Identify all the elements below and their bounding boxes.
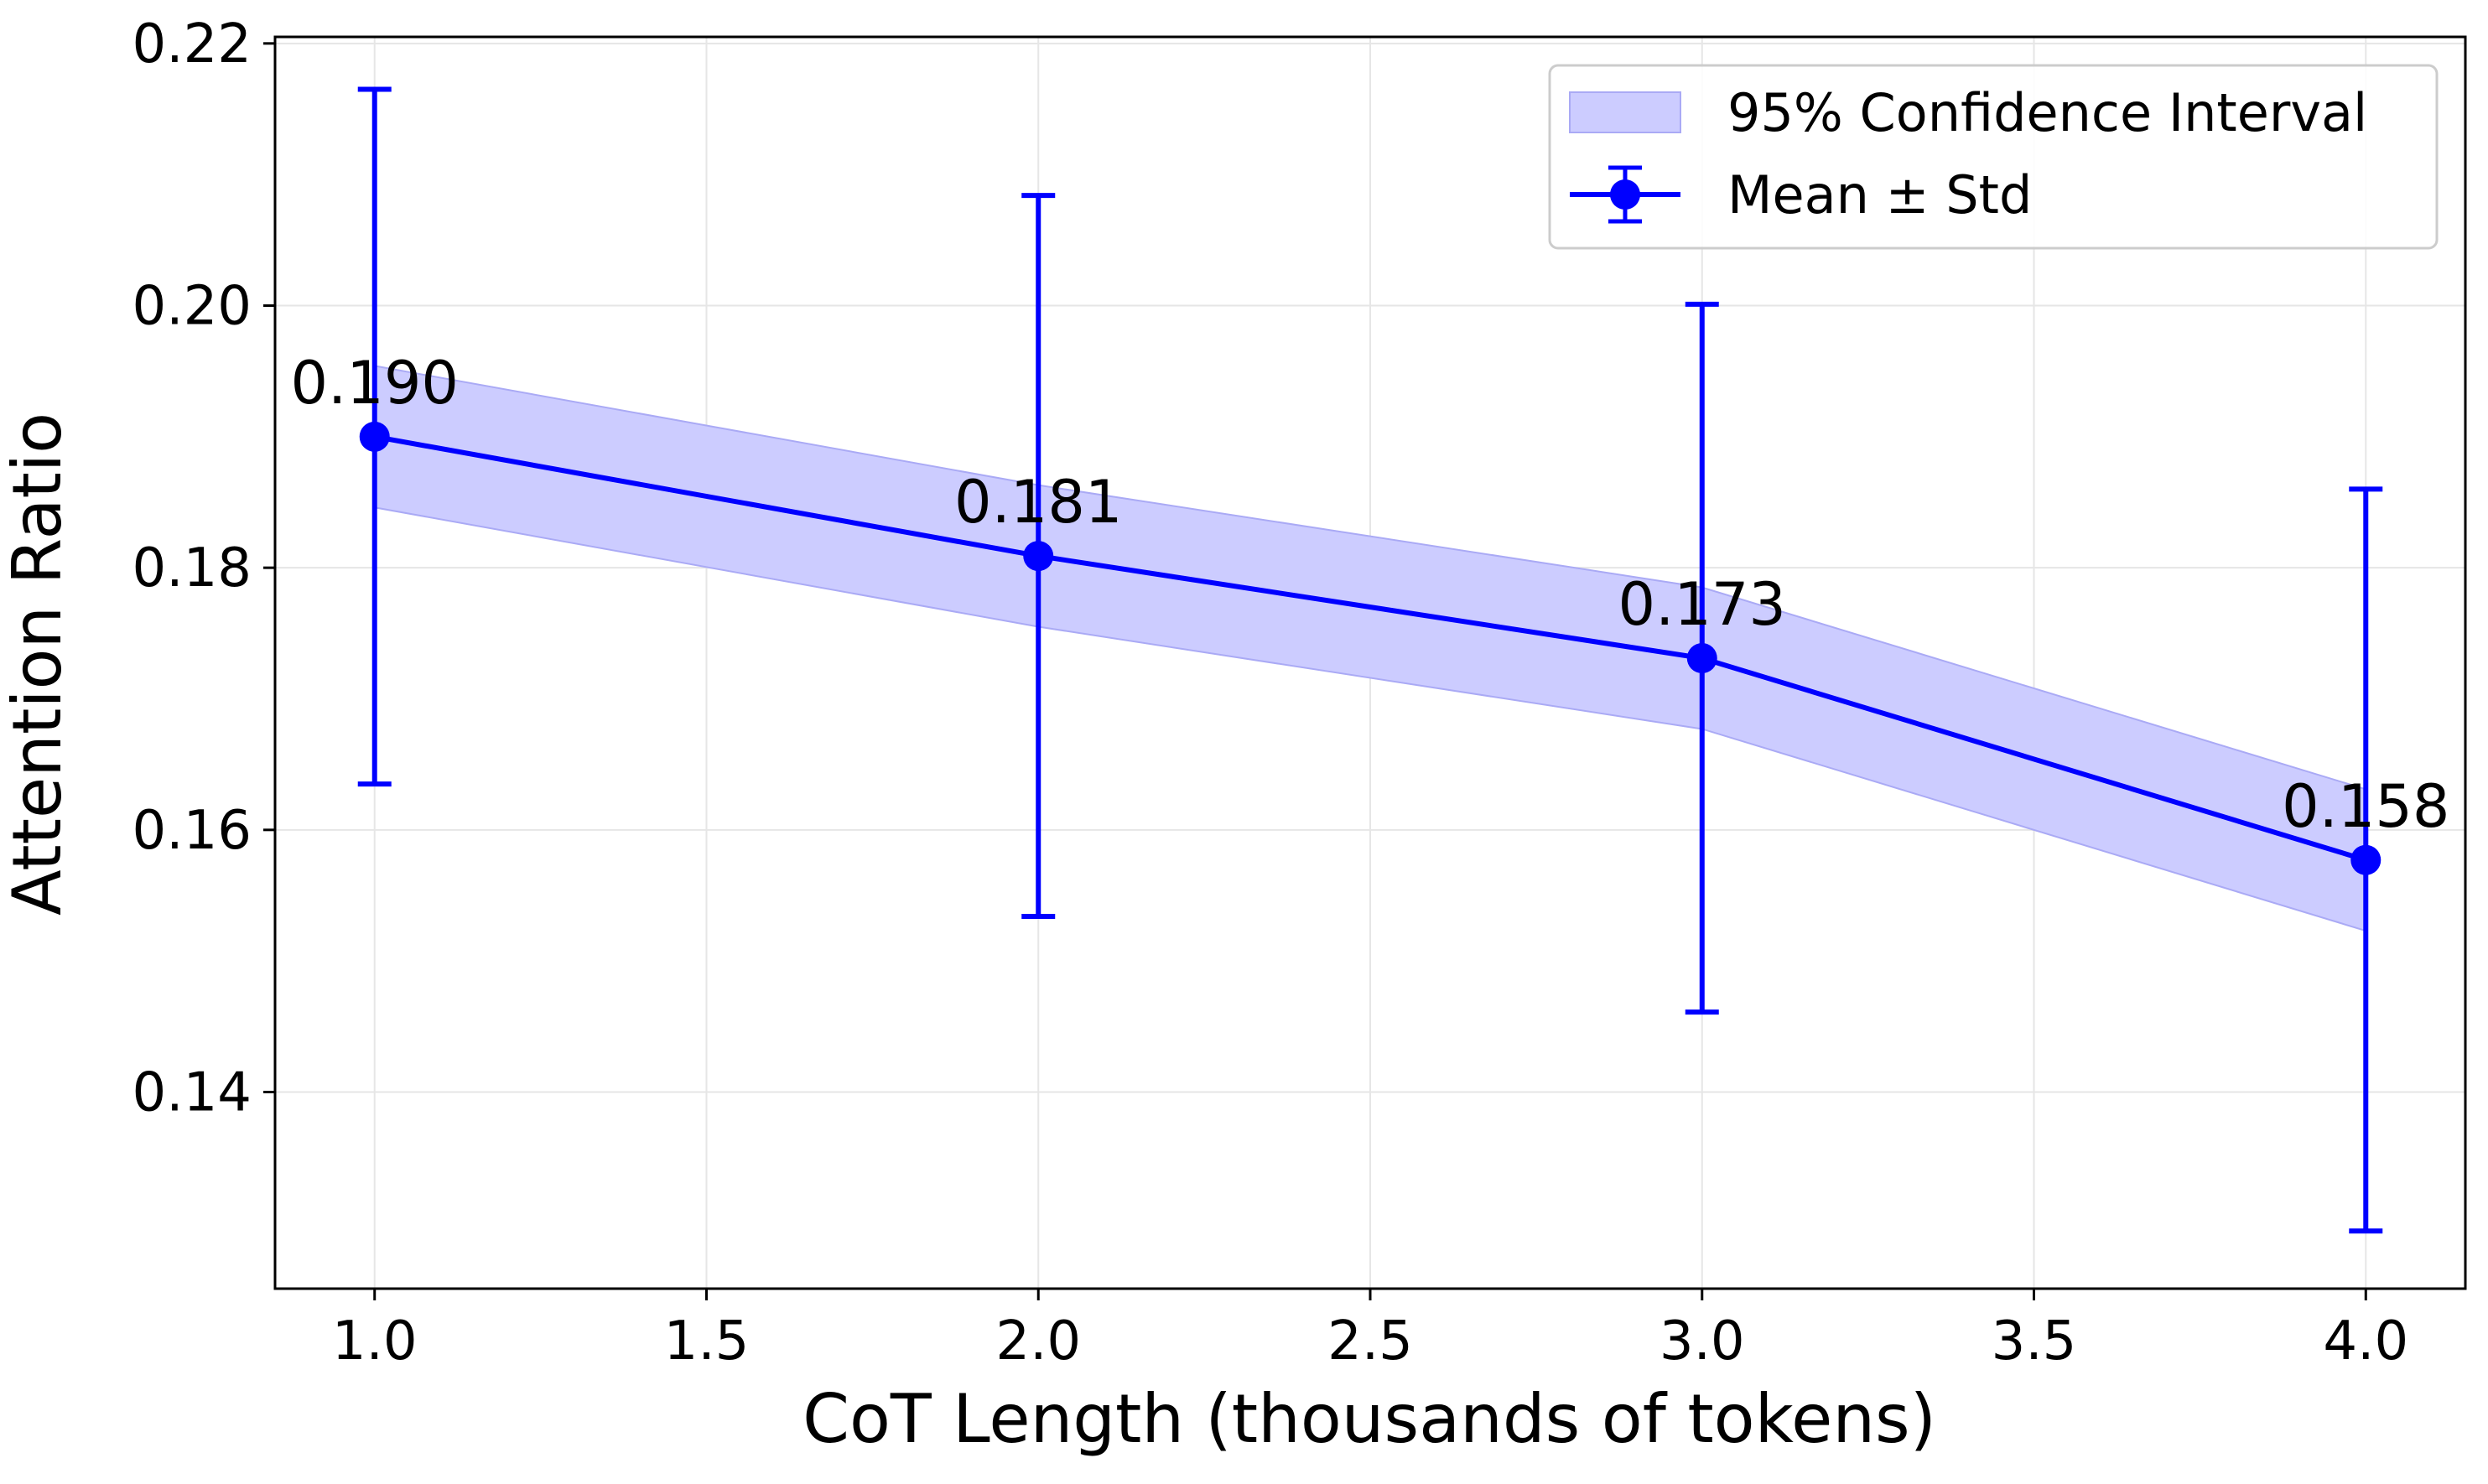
point-label-2: 0.173 — [1618, 570, 1786, 639]
legend: 95% Confidence Interval Mean ± Std — [1548, 64, 2439, 250]
y-tick-label-4: 0.22 — [132, 13, 252, 75]
legend-marker — [1610, 179, 1640, 210]
x-tick-label-3: 2.5 — [1327, 1310, 1413, 1372]
x-tick-label-1: 1.5 — [664, 1310, 750, 1372]
legend-frame — [1548, 64, 2439, 250]
point-label-1: 0.181 — [954, 468, 1122, 537]
x-axis-title: CoT Length (thousands of tokens) — [802, 1380, 1936, 1458]
y-tick-label-1: 0.16 — [132, 800, 252, 862]
legend-label-mean-std: Mean ± Std — [1727, 164, 2032, 226]
point-label-3: 0.158 — [2282, 772, 2449, 841]
mean-point-1 — [1023, 541, 1054, 572]
legend-band-swatch — [1569, 91, 1681, 133]
y-axis-ticks: 0.14 0.16 0.18 0.20 0.22 — [132, 13, 275, 1123]
x-axis-ticks: 1.0 1.5 2.0 2.5 3.0 3.5 4.0 — [332, 1289, 2408, 1372]
y-axis-title: Attention Ratio — [0, 413, 76, 916]
mean-line — [374, 433, 2367, 863]
point-label-0: 0.190 — [291, 349, 459, 418]
mean-points-layer — [359, 421, 2382, 875]
y-tick-label-2: 0.18 — [132, 537, 252, 599]
x-tick-label-6: 4.0 — [2323, 1310, 2408, 1372]
mean-point-0 — [359, 421, 390, 452]
mean-point-2 — [1686, 643, 1717, 674]
x-tick-label-2: 2.0 — [995, 1310, 1081, 1372]
mean-line-layer — [374, 433, 2367, 863]
legend-label-confidence-interval: 95% Confidence Interval — [1727, 82, 2367, 143]
y-tick-label-0: 0.14 — [132, 1061, 252, 1123]
x-tick-label-4: 3.0 — [1660, 1310, 1745, 1372]
x-tick-label-5: 3.5 — [1992, 1310, 2077, 1372]
x-tick-label-0: 1.0 — [332, 1310, 418, 1372]
y-tick-label-3: 0.20 — [132, 275, 252, 337]
point-labels-layer: 0.190 0.181 0.173 0.158 — [291, 349, 2450, 841]
mean-point-3 — [2350, 844, 2382, 875]
